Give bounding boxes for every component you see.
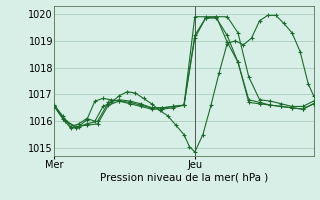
X-axis label: Pression niveau de la mer( hPa ): Pression niveau de la mer( hPa ) bbox=[100, 173, 268, 183]
